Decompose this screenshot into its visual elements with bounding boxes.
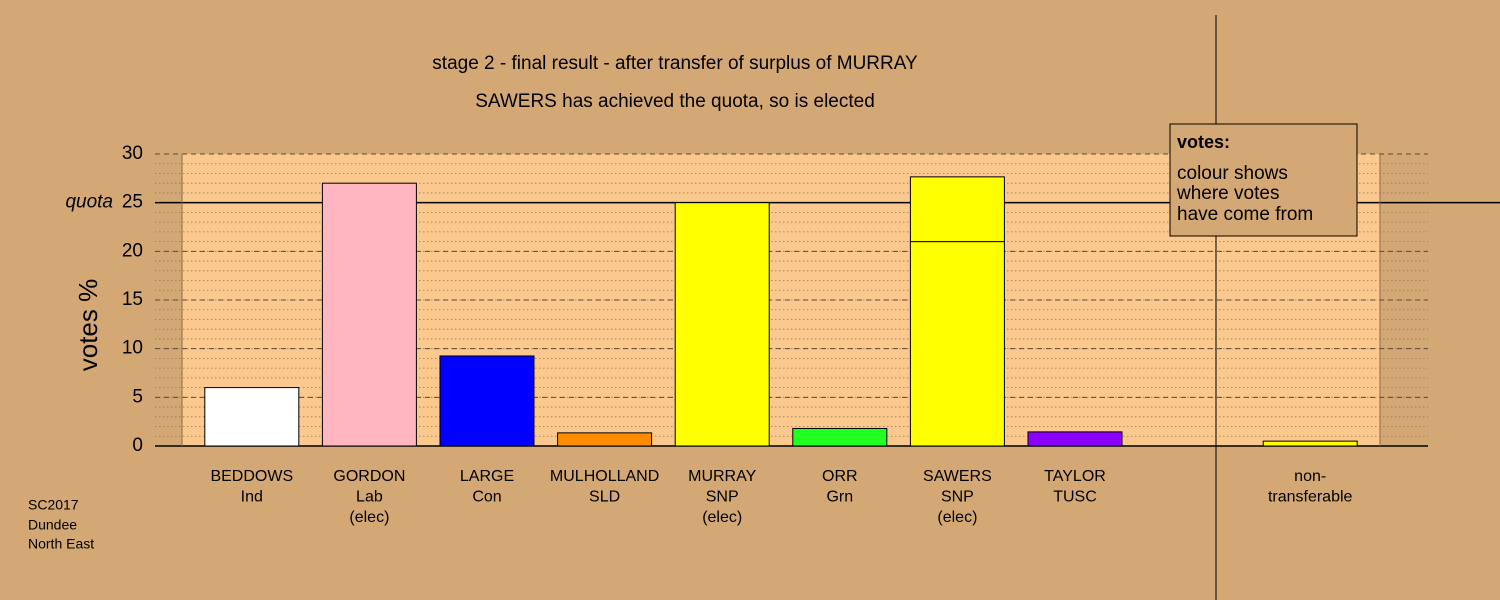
y-tick-label: 30 [122,143,143,164]
y-axis-label: votes % [73,279,103,372]
quota-label: quota [65,192,113,213]
bar-segment [1027,431,1123,447]
x-tick-label: TAYLOR [1044,468,1106,485]
x-tick-label: (elec) [702,509,742,526]
x-tick-label: TUSC [1053,489,1097,506]
bar-segment [1262,440,1358,447]
y-tick-label: 15 [122,289,143,310]
y-tick-label: 5 [132,386,143,407]
chart-title: stage 2 - final result - after transfer … [432,53,918,74]
y-tick-label: 25 [122,192,143,213]
x-tick-label: BEDDOWS [210,468,293,485]
bar-segment [909,176,1005,243]
bars [204,176,1358,447]
bar-segment [792,427,888,447]
x-tick-label: Ind [241,489,263,506]
x-tick-label: MURRAY [688,468,756,485]
x-tick-label: SNP [706,489,739,506]
x-tick-label: Con [472,489,501,506]
x-tick-label: MULHOLLAND [550,468,659,485]
x-tick-label: (elec) [937,509,977,526]
bar-segment [909,241,1005,447]
legend-box [1169,123,1358,237]
y-tick-label: 0 [132,435,143,456]
footnote: Dundee [28,517,77,533]
x-tick-label: (elec) [349,509,389,526]
legend-text: colour shows [1177,163,1288,184]
legend-text: have come from [1177,204,1313,225]
legend-text: where votes [1176,183,1279,204]
x-tick-label: transferable [1268,489,1353,506]
legend-title: votes: [1177,132,1230,152]
x-tick-label: LARGE [460,468,514,485]
x-tick-label: ORR [822,468,858,485]
bar-segment [557,432,653,447]
y-tick-label: 10 [122,338,143,359]
x-tick-label: Lab [356,489,383,506]
footnote: SC2017 [28,497,79,513]
bar-segment [439,355,535,447]
bar-segment [204,387,300,447]
footnote: North East [28,536,94,552]
x-tick-label: non- [1294,468,1326,485]
x-tick-label: SAWERS [923,468,992,485]
bar-segment [674,202,770,447]
bar-segment [321,182,417,447]
chart-subtitle: SAWERS has achieved the quota, so is ele… [475,91,875,112]
x-tick-label: SNP [941,489,974,506]
x-tick-label: GORDON [333,468,405,485]
y-tick-label: 20 [122,240,143,261]
x-tick-label: Grn [826,489,853,506]
x-tick-label: SLD [589,489,620,506]
